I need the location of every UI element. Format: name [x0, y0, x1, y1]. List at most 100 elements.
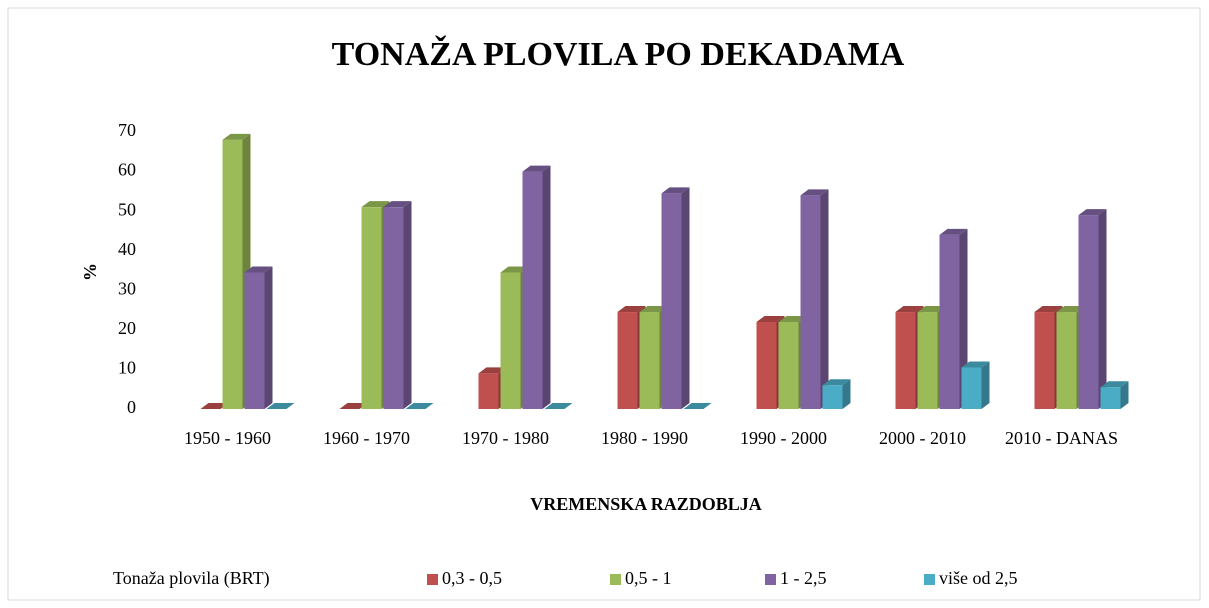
bar-top [1034, 306, 1063, 313]
bar-front [500, 272, 521, 409]
bar-side [403, 201, 412, 409]
bar-top [222, 133, 251, 140]
bar [800, 189, 829, 409]
x-tick-label: 1950 - 1960 [184, 428, 271, 448]
bar-side [681, 187, 690, 409]
x-tick-label: 1960 - 1970 [323, 428, 410, 448]
y-tick-label: 20 [118, 318, 136, 338]
bar-top [522, 165, 551, 172]
bar [1100, 381, 1129, 409]
bar-top [800, 189, 829, 196]
bar-top [266, 403, 295, 409]
bar-top [661, 187, 690, 194]
bar-front [1078, 215, 1099, 409]
bar-side [1120, 381, 1129, 409]
x-tick-label: 2010 - DANAS [1005, 428, 1118, 448]
legend-swatch [610, 574, 621, 585]
bar [266, 403, 295, 409]
bar-top [405, 403, 434, 409]
bar-side [820, 189, 829, 409]
bar [544, 403, 573, 409]
bar [522, 165, 551, 409]
x-tick-label: 1970 - 1980 [462, 428, 549, 448]
y-axis-label: % [80, 263, 100, 281]
bar-top [639, 306, 668, 313]
bar-front [617, 312, 638, 409]
y-tick-label: 10 [118, 358, 136, 378]
bar-front [522, 171, 543, 409]
bar-front [361, 207, 382, 409]
legend-title: Tonaža plovila (BRT) [113, 568, 270, 589]
y-tick-label: 50 [118, 199, 136, 219]
bar [244, 266, 273, 409]
bar-front [756, 321, 777, 409]
bar-top [895, 306, 924, 313]
bar-front [822, 385, 843, 409]
bar [661, 187, 690, 409]
bar [939, 228, 968, 409]
bar-top [500, 266, 529, 273]
bar-top [961, 361, 990, 368]
y-tick-label: 60 [118, 160, 136, 180]
bar-front [661, 193, 682, 409]
bar-top [200, 403, 229, 409]
legend-label: 1 - 2,5 [780, 568, 827, 588]
legend-swatch [924, 574, 935, 585]
bar-front [1056, 312, 1077, 409]
bar-top [339, 403, 368, 409]
bar [822, 379, 851, 409]
bar-front [961, 367, 982, 409]
bar-top [617, 306, 646, 313]
bar-side [542, 165, 551, 409]
bar-front [244, 272, 265, 409]
legend-label: 0,3 - 0,5 [442, 568, 502, 588]
bar-front [895, 312, 916, 409]
bar-top [917, 306, 946, 313]
y-tick-label: 70 [118, 120, 136, 140]
bar-front [1034, 312, 1055, 409]
bar-top [1056, 306, 1085, 313]
x-tick-label: 2000 - 2010 [879, 428, 966, 448]
bar-top [939, 228, 968, 235]
bar-front [778, 321, 799, 409]
bar-top [822, 379, 851, 386]
bar-front [939, 234, 960, 409]
bar-front [1100, 387, 1121, 409]
bar [1078, 209, 1107, 409]
x-tick-label: 1980 - 1990 [601, 428, 688, 448]
bar [200, 403, 229, 409]
bar-side [959, 228, 968, 409]
bar-top [244, 266, 273, 273]
bar [383, 201, 412, 409]
bar-top [1078, 209, 1107, 216]
y-tick-label: 0 [127, 397, 136, 417]
bar-side [1098, 209, 1107, 409]
legend-swatch [427, 574, 438, 585]
bar-top [361, 201, 390, 208]
bar [683, 403, 712, 409]
x-axis-label: VREMENSKA RAZDOBLJA [530, 494, 762, 514]
bar-side [981, 361, 990, 409]
bar-top [1100, 381, 1129, 388]
bar-side [842, 379, 851, 409]
bar-side [264, 266, 273, 409]
bar-top [478, 367, 507, 374]
x-tick-label: 1990 - 2000 [740, 428, 827, 448]
bar [961, 361, 990, 409]
bar-front [917, 312, 938, 409]
bar-top [683, 403, 712, 409]
bar-front [639, 312, 660, 409]
legend-label: više od 2,5 [939, 568, 1018, 588]
chart-frame [7, 7, 1201, 601]
bar [405, 403, 434, 409]
bar-front [222, 139, 243, 409]
legend-swatch [765, 574, 776, 585]
bar-top [756, 315, 785, 322]
chart-title: TONAŽA PLOVILA PO DEKADAMA [332, 35, 905, 73]
bar-top [778, 315, 807, 322]
bar [339, 403, 368, 409]
bar-top [544, 403, 573, 409]
bar-top [383, 201, 412, 208]
